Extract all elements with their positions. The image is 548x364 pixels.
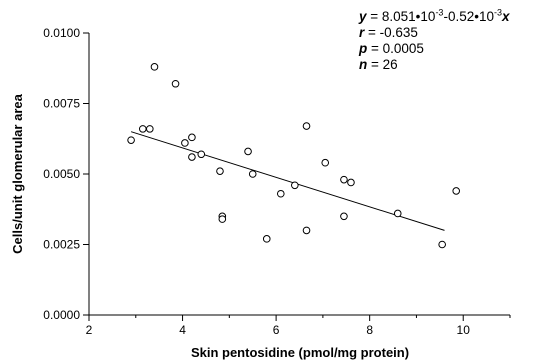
x-symbol: x (501, 9, 510, 24)
data-point (347, 178, 355, 187)
data-point (244, 147, 252, 156)
r-symbol: r (359, 25, 365, 40)
data-point (181, 139, 189, 147)
r-value: = -0.635 (364, 25, 418, 40)
equation-row: y = 8.051•10-3-0.52•10-3x (359, 7, 510, 25)
data-point (302, 122, 311, 130)
data-point (452, 187, 461, 195)
data-point (291, 181, 299, 190)
data-point (127, 136, 135, 144)
n-row: n = 26 (359, 57, 510, 73)
data-point (146, 125, 154, 133)
exponent-2: -3 (493, 7, 502, 18)
data-point (216, 167, 224, 175)
y-ticks: 0.0000 0.0025 0.0050 0.0075 0.0100 (43, 26, 89, 322)
data-point (138, 125, 147, 133)
data-point (393, 209, 402, 218)
x-tick-label: 6 (273, 323, 280, 337)
data-point (276, 189, 285, 198)
data-point (438, 240, 446, 249)
y-axis-title: Cells/unit glomerular area (10, 93, 25, 253)
p-value: = 0.0005 (367, 41, 424, 56)
y-tick-label: 0.0000 (43, 308, 80, 322)
data-point (340, 175, 348, 184)
data-point (188, 153, 196, 161)
axes (88, 33, 510, 316)
y-tick-label: 0.0050 (43, 167, 80, 181)
n-symbol: n (359, 57, 368, 72)
y-symbol: y (359, 9, 367, 24)
data-point (248, 170, 257, 178)
data-point (218, 215, 227, 223)
data-point (321, 158, 330, 167)
data-point (340, 212, 348, 221)
y-tick-label: 0.0100 (43, 26, 80, 40)
exponent-1: -3 (435, 7, 444, 18)
y-tick-label: 0.0075 (43, 97, 80, 111)
data-point (150, 63, 159, 71)
r-row: r = -0.635 (359, 25, 510, 41)
p-row: p = 0.0005 (359, 41, 510, 57)
data-point (197, 150, 206, 159)
regression-line (130, 131, 445, 231)
x-tick-label: 4 (179, 323, 186, 337)
data-point (262, 235, 271, 243)
x-ticks: 2 4 6 8 10 (86, 315, 511, 337)
statistics-annotation: y = 8.051•10-3-0.52•10-3x r = -0.635 p =… (359, 7, 510, 73)
x-tick-label: 2 (86, 323, 93, 337)
y-tick-label: 0.0025 (43, 238, 80, 252)
x-axis-title: Skin pentosidine (pmol/mg protein) (191, 345, 409, 360)
x-tick-label: 8 (366, 323, 373, 337)
p-symbol: p (359, 41, 368, 56)
data-point (171, 79, 180, 88)
data-points (127, 63, 461, 249)
data-point (302, 226, 311, 235)
n-value: = 26 (367, 57, 398, 72)
equation-part: = 8.051•10 (366, 9, 436, 24)
equation-middle: -0.52•10 (443, 9, 494, 24)
data-point (188, 133, 196, 142)
x-tick-label: 10 (457, 323, 471, 337)
